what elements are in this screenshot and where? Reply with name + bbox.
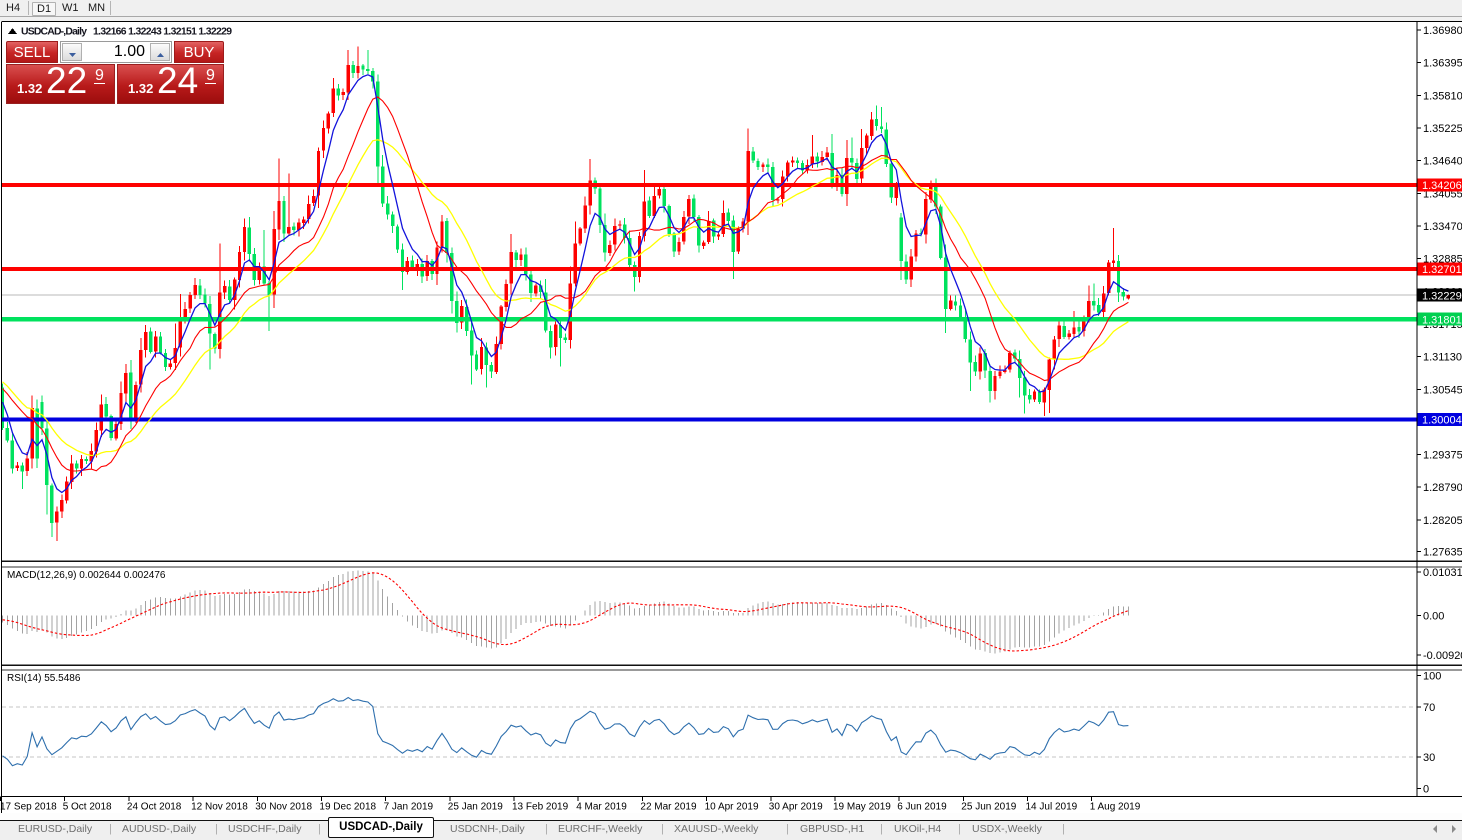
svg-text:25 Jan 2019: 25 Jan 2019 [448,802,503,813]
svg-text:1.32229: 1.32229 [1422,290,1462,302]
svg-text:1.31130: 1.31130 [1423,352,1462,364]
svg-text:19 May 2019: 19 May 2019 [833,802,891,813]
svg-text:22 Mar 2019: 22 Mar 2019 [640,802,697,813]
svg-text:7 Jan 2019: 7 Jan 2019 [384,802,434,813]
svg-text:13 Feb 2019: 13 Feb 2019 [512,802,569,813]
svg-text:17 Sep 2018: 17 Sep 2018 [0,802,57,813]
svg-text:12 Nov 2018: 12 Nov 2018 [191,802,248,813]
svg-text:30: 30 [1423,752,1435,764]
svg-text:30 Nov 2018: 30 Nov 2018 [255,802,312,813]
svg-text:1.35810: 1.35810 [1423,90,1462,102]
svg-text:1.34206: 1.34206 [1422,180,1462,192]
svg-text:1.36980: 1.36980 [1423,25,1462,37]
svg-text:14 Jul 2019: 14 Jul 2019 [1026,802,1078,813]
svg-text:1.31801: 1.31801 [1422,314,1462,326]
svg-text:1.32701: 1.32701 [1422,264,1462,276]
svg-text:1.30004: 1.30004 [1422,415,1462,427]
svg-text:100: 100 [1423,671,1441,683]
svg-text:1.28205: 1.28205 [1423,515,1462,527]
svg-text:1.35225: 1.35225 [1423,123,1462,135]
svg-text:0.010311: 0.010311 [1423,567,1462,579]
svg-text:1 Aug 2019: 1 Aug 2019 [1090,802,1141,813]
svg-text:1.34640: 1.34640 [1423,156,1462,168]
svg-text:USDCAD-,Daily: USDCAD-,Daily [21,27,87,38]
svg-text:30 Apr 2019: 30 Apr 2019 [769,802,823,813]
svg-text:1.32166 1.32243 1.32151 1.3222: 1.32166 1.32243 1.32151 1.32229 [93,27,232,38]
svg-text:5 Oct 2018: 5 Oct 2018 [63,802,112,813]
svg-text:1.27635: 1.27635 [1423,547,1462,559]
svg-text:-0.009203: -0.009203 [1423,650,1462,662]
svg-text:1.29375: 1.29375 [1423,450,1462,462]
svg-text:24 Oct 2018: 24 Oct 2018 [127,802,182,813]
svg-text:70: 70 [1423,702,1435,714]
svg-text:10 Apr 2019: 10 Apr 2019 [705,802,759,813]
svg-text:1.30545: 1.30545 [1423,384,1462,396]
svg-text:25 Jun 2019: 25 Jun 2019 [961,802,1016,813]
svg-text:0: 0 [1423,784,1429,796]
svg-text:6 Jun 2019: 6 Jun 2019 [897,802,947,813]
svg-text:MACD(12,26,9) 0.002644 0.00247: MACD(12,26,9) 0.002644 0.002476 [7,570,166,581]
svg-text:0.00: 0.00 [1423,611,1444,623]
svg-text:1.33470: 1.33470 [1423,221,1462,233]
svg-text:4 Mar 2019: 4 Mar 2019 [576,802,627,813]
svg-text:1.36395: 1.36395 [1423,58,1462,70]
svg-text:1.28790: 1.28790 [1423,482,1462,494]
svg-text:RSI(14) 55.5486: RSI(14) 55.5486 [7,673,81,684]
svg-text:19 Dec 2018: 19 Dec 2018 [319,802,376,813]
